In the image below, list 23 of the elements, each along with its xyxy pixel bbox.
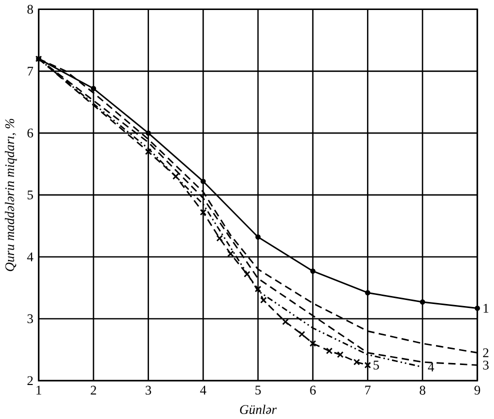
y-tick-label: 7	[28, 66, 34, 76]
y-tick-label: 6	[27, 128, 34, 138]
x-tick-label: 8	[420, 386, 426, 395]
series-label: 1	[484, 304, 488, 313]
y-axis-title: Quru maddələrin miqdarı, %	[4, 118, 17, 272]
x-tick-label: 1	[36, 386, 42, 395]
x-tick-label: 7	[365, 386, 371, 394]
y-tick-label: 5	[28, 190, 33, 200]
x-tick-label: 2	[90, 386, 96, 395]
series-label: 2	[483, 348, 488, 358]
x-tick-label: 5	[255, 386, 261, 395]
x-tick-label: 9	[474, 386, 480, 395]
series-label: 4	[428, 362, 434, 372]
x-tick-label: 3	[146, 386, 152, 395]
x-tick-label: 4	[200, 386, 206, 394]
x-tick-label: 6	[310, 386, 316, 395]
x-axis-title: Günlər	[240, 404, 277, 414]
y-tick-label: 4	[27, 252, 34, 262]
y-tick-label: 8	[27, 4, 33, 14]
series-label: 5	[374, 360, 379, 370]
y-tick-label: 2	[27, 376, 33, 386]
series-label: 3	[483, 360, 489, 370]
y-tick-label: 3	[28, 314, 33, 324]
